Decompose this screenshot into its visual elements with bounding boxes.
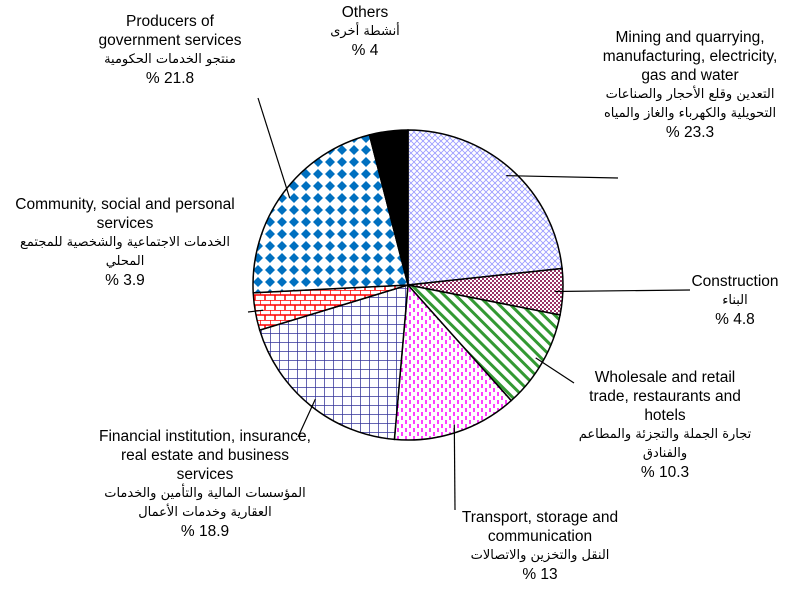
- label-ar: النقل والتخزين والاتصالات: [470, 548, 610, 563]
- leader-line: [506, 175, 619, 179]
- label-en: Financial institution, insurance, real e…: [99, 428, 311, 483]
- slice-label: Producers of government services منتجو ال…: [90, 12, 250, 88]
- value-label: % 23.3: [665, 124, 715, 141]
- slice-label: Financial institution, insurance, real e…: [95, 427, 315, 541]
- value-label: % 10.3: [640, 464, 690, 481]
- leader-line: [554, 289, 691, 293]
- label-ar: البناء: [722, 293, 748, 308]
- slice-label: Mining and quarrying, manufacturing, ele…: [600, 28, 780, 142]
- label-en: Others: [341, 4, 389, 21]
- label-ar: منتجو الخدمات الحكومية: [104, 52, 236, 67]
- slice-label: Others أنشطة أخرى % 4: [315, 3, 415, 60]
- leader-line: [257, 97, 291, 199]
- pie-slice: [368, 129, 409, 286]
- label-en: Construction: [691, 273, 779, 290]
- slice-label: Transport, storage and communication النق…: [440, 508, 640, 584]
- leader-line: [535, 357, 575, 384]
- pie-slice: [393, 283, 513, 441]
- slice-label: Construction البناء % 4.8: [670, 272, 800, 329]
- label-en: Mining and quarrying, manufacturing, ele…: [602, 29, 778, 84]
- value-label: % 4.8: [715, 311, 755, 328]
- value-label: % 18.9: [180, 523, 230, 540]
- label-ar: أنشطة أخرى: [330, 24, 400, 39]
- slice-label: Community, social and personal services ا…: [5, 195, 245, 290]
- pie-slice: [258, 283, 409, 441]
- leader-line: [247, 309, 264, 313]
- value-label: % 3.9: [105, 272, 145, 289]
- label-en: Transport, storage and communication: [461, 509, 619, 545]
- value-label: % 4: [351, 42, 379, 59]
- value-label: % 21.8: [145, 70, 195, 87]
- pie-slice: [407, 129, 563, 286]
- leader-line: [297, 398, 316, 438]
- value-label: % 13: [522, 566, 558, 583]
- label-ar: تجارة الجملة والتجزئة والمطاعم والفنادق: [578, 427, 752, 461]
- pie-slice: [252, 133, 409, 294]
- label-ar: التعدين وقلع الأحجار والصناعات التحويلية…: [603, 87, 777, 121]
- slice-label: Wholesale and retail trade, restaurants …: [575, 368, 755, 482]
- label-ar: المؤسسات المالية والتأمين والخدمات العقا…: [104, 486, 306, 520]
- label-en: Wholesale and retail trade, restaurants …: [589, 369, 741, 424]
- label-ar: الخدمات الاجتماعية والشخصية للمجتمع المح…: [20, 235, 230, 269]
- leader-line: [453, 424, 456, 511]
- label-en: Community, social and personal services: [15, 196, 235, 232]
- label-en: Producers of government services: [98, 13, 242, 49]
